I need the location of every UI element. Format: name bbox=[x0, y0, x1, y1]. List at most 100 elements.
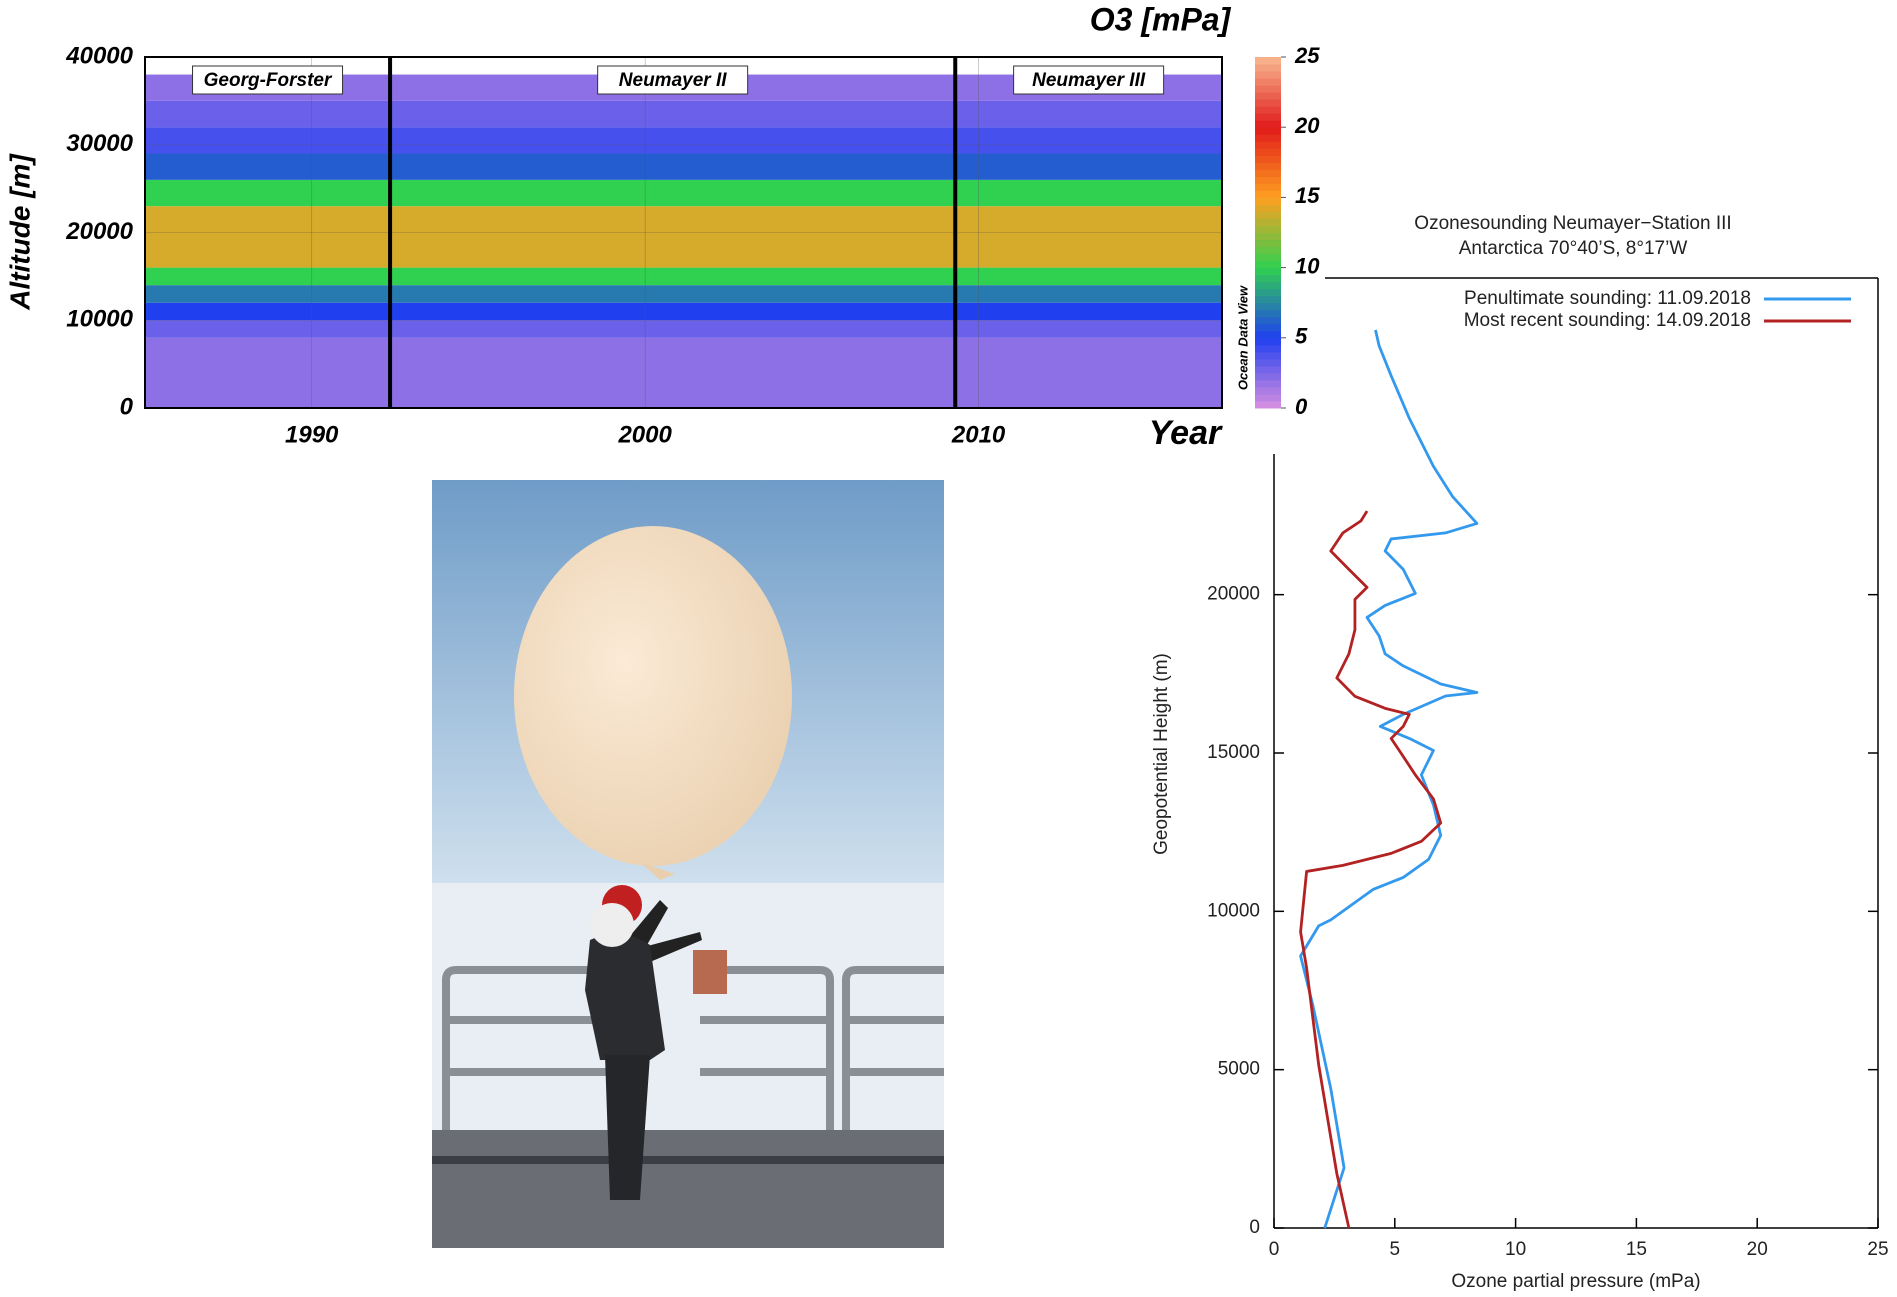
y-tick-label: 10000 bbox=[66, 306, 133, 333]
colorbar-cell bbox=[1255, 197, 1281, 205]
heat-band bbox=[145, 267, 1222, 286]
colorbar-cell bbox=[1255, 99, 1281, 107]
colorbar-cell bbox=[1255, 78, 1281, 86]
x-tick-label: 10 bbox=[1505, 1239, 1526, 1260]
colorbar-cell bbox=[1255, 92, 1281, 100]
source-label: Ocean Data View bbox=[1235, 285, 1250, 390]
x-tick-label: 1990 bbox=[285, 421, 339, 448]
y-tick-label: 15000 bbox=[1207, 742, 1260, 763]
colorbar-cell bbox=[1255, 330, 1281, 339]
chart-title: Ozonesounding Neumayer−Station III bbox=[1414, 213, 1731, 234]
colorbar-cell bbox=[1255, 232, 1281, 241]
colorbar-cell bbox=[1255, 85, 1281, 93]
colorbar-tick-label: 20 bbox=[1294, 113, 1320, 138]
colorbar-cell bbox=[1255, 309, 1281, 318]
colorbar-cell bbox=[1255, 274, 1281, 283]
station-label: Georg-Forster bbox=[204, 70, 333, 91]
x-axis-label: Ozone partial pressure (mPa) bbox=[1451, 1271, 1700, 1292]
heat-band bbox=[145, 153, 1222, 180]
colorbar-tick-label: 25 bbox=[1294, 43, 1320, 68]
colorbar-cell bbox=[1255, 225, 1281, 233]
y-tick-label: 5000 bbox=[1218, 1059, 1260, 1080]
station-box bbox=[192, 65, 344, 95]
colorbar-cell bbox=[1255, 253, 1281, 262]
colorbar-cell bbox=[1255, 190, 1281, 198]
colorbar-cell bbox=[1255, 239, 1281, 248]
colorbar-cell bbox=[1255, 113, 1281, 121]
x-tick-label: 0 bbox=[1269, 1239, 1280, 1260]
colorbar-cell bbox=[1255, 134, 1281, 142]
colorbar-cell bbox=[1255, 323, 1281, 332]
colorbar-cell bbox=[1255, 344, 1281, 353]
colorbar-cell bbox=[1255, 106, 1281, 114]
x-tick-label: 5 bbox=[1390, 1239, 1401, 1260]
y-tick-label: 20000 bbox=[1207, 584, 1260, 605]
colorbar-cell bbox=[1255, 267, 1281, 276]
colorbar-cell bbox=[1255, 337, 1281, 346]
x-tick-label: 25 bbox=[1867, 1239, 1888, 1260]
colorbar-cell bbox=[1255, 260, 1281, 269]
colorbar-cell bbox=[1255, 288, 1281, 297]
colorbar-cell bbox=[1255, 218, 1281, 226]
colorbar-cell bbox=[1255, 246, 1281, 255]
y-tick-label: 40000 bbox=[65, 42, 133, 69]
colorbar-cell bbox=[1255, 386, 1281, 395]
colorbar-cell bbox=[1255, 176, 1281, 184]
heat-band bbox=[145, 320, 1222, 338]
colorbar-cell bbox=[1255, 120, 1281, 128]
heat-band bbox=[145, 302, 1222, 321]
y-tick-label: 20000 bbox=[65, 218, 133, 245]
x-tick-label: 2010 bbox=[951, 421, 1006, 448]
chart-subtitle: Antarctica 70°40’S, 8°17’W bbox=[1459, 238, 1688, 259]
colorbar-cell bbox=[1255, 295, 1281, 304]
station-label: Neumayer II bbox=[619, 70, 727, 91]
data-line bbox=[1299, 510, 1443, 1229]
colorbar-cell bbox=[1255, 141, 1281, 149]
colorbar-tick-label: 0 bbox=[1295, 394, 1308, 419]
colorbar-cell bbox=[1255, 127, 1281, 135]
heat-band bbox=[145, 179, 1222, 207]
chart-title: O3 [mPa] bbox=[1090, 1, 1232, 37]
colorbar-tick-label: 10 bbox=[1295, 253, 1320, 278]
heat-band bbox=[145, 100, 1222, 128]
heat-band bbox=[145, 285, 1222, 303]
colorbar-cell bbox=[1255, 162, 1281, 170]
colorbar-cell bbox=[1255, 155, 1281, 163]
colorbar-cell bbox=[1255, 183, 1281, 191]
y-tick-label: 0 bbox=[1249, 1217, 1260, 1238]
colorbar-cell bbox=[1255, 71, 1281, 79]
station-box bbox=[1013, 65, 1165, 95]
colorbar-cell bbox=[1255, 302, 1281, 311]
x-tick-label: 2000 bbox=[617, 421, 672, 448]
colorbar-tick-label: 5 bbox=[1295, 324, 1308, 349]
colorbar-cell bbox=[1255, 64, 1281, 72]
y-tick-label: 0 bbox=[120, 393, 134, 420]
y-axis-label: Geopotential Height (m) bbox=[1151, 653, 1172, 855]
x-tick-label: 20 bbox=[1747, 1239, 1768, 1260]
legend-label: Penultimate sounding: 11.09.2018 bbox=[1464, 288, 1751, 309]
heatmap-chart: O3 [mPa] Year Altitude [m] 1990 2000 20100… bbox=[4, 1, 1320, 452]
colorbar-cell bbox=[1255, 351, 1281, 360]
station-label: Neumayer III bbox=[1032, 70, 1146, 91]
colorbar-tick-label: 15 bbox=[1295, 183, 1320, 208]
x-tick-label: 15 bbox=[1626, 1239, 1647, 1260]
heat-band bbox=[145, 337, 1222, 408]
line-chart: Ozonesounding Neumayer−Station III Antar… bbox=[1151, 213, 1889, 1292]
colorbar-cell bbox=[1255, 365, 1281, 374]
colorbar-cell bbox=[1255, 372, 1281, 381]
colorbar-cell bbox=[1255, 211, 1281, 219]
colorbar-cell bbox=[1255, 57, 1281, 65]
photo bbox=[432, 480, 944, 1248]
y-tick-label: 10000 bbox=[1207, 900, 1260, 921]
colorbar-cell bbox=[1255, 393, 1281, 402]
colorbar-cell bbox=[1255, 400, 1281, 409]
heat-band bbox=[145, 127, 1222, 154]
y-axis-label: Altitude [m] bbox=[4, 153, 35, 311]
station-box bbox=[597, 65, 749, 95]
colorbar-cell bbox=[1255, 358, 1281, 367]
x-axis-label: Year bbox=[1149, 414, 1223, 452]
colorbar-cell bbox=[1255, 148, 1281, 156]
colorbar-cell bbox=[1255, 204, 1281, 212]
plot-frame bbox=[144, 56, 1223, 409]
